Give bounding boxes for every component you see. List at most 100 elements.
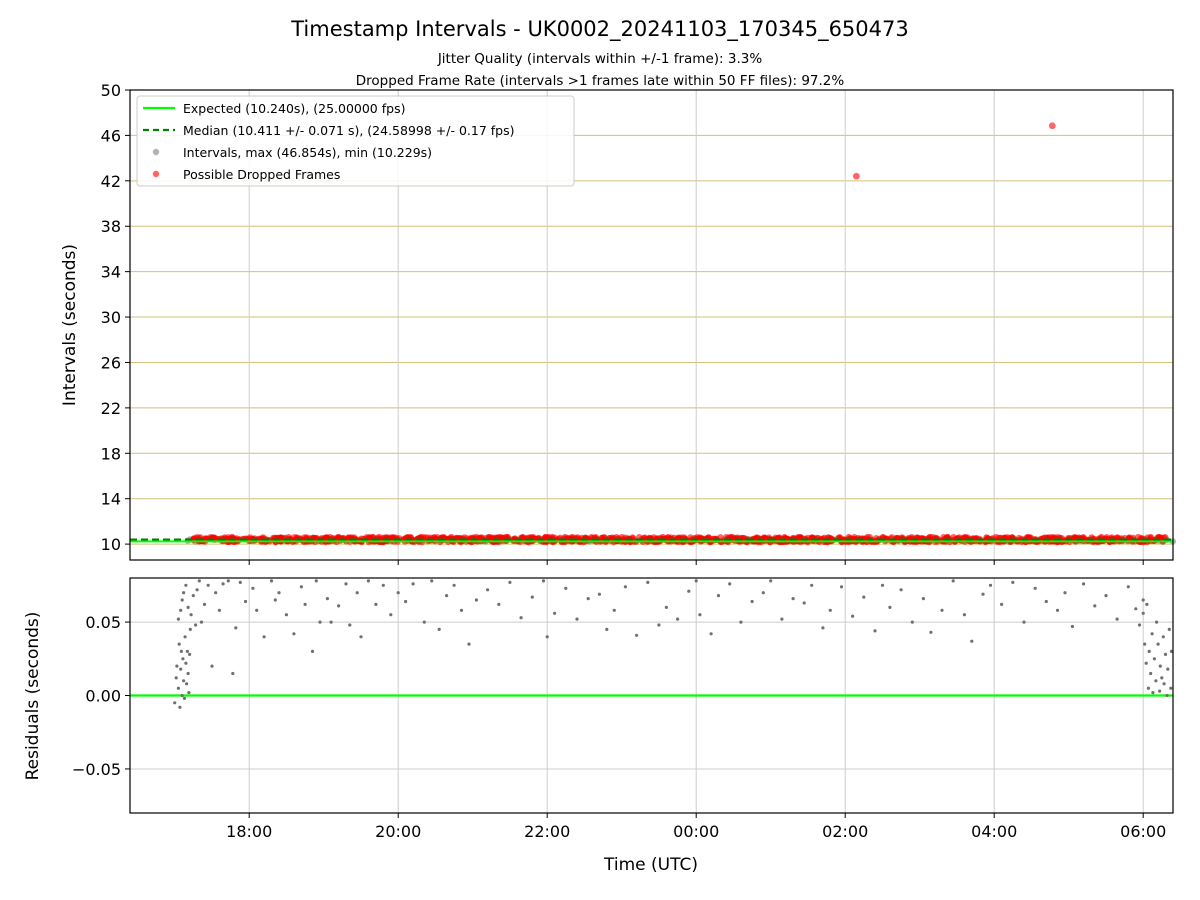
chart-subtitle-dropped: Dropped Frame Rate (intervals >1 frames …: [356, 73, 845, 89]
intervals-plot: 10 14 18 22 26 30 34 38 42 46 50 Intervals (second…: [60, 81, 1177, 565]
residual-point: [194, 623, 198, 627]
residual-point: [255, 608, 259, 612]
residual-point: [1150, 632, 1154, 636]
residual-point: [586, 597, 590, 601]
residual-point: [553, 611, 557, 615]
residual-point: [1160, 676, 1164, 680]
residual-point: [437, 627, 441, 632]
residual-point: [728, 582, 732, 586]
residual-point: [284, 613, 288, 617]
residual-point: [1141, 598, 1145, 602]
residual-point: [1169, 686, 1173, 690]
residual-point: [176, 617, 180, 621]
residual-point: [191, 594, 195, 598]
residual-point: [761, 591, 765, 595]
x-tick-label: 06:00: [1120, 822, 1166, 841]
residual-point: [1149, 671, 1153, 676]
residual-point: [769, 579, 773, 583]
residual-point: [1158, 664, 1162, 668]
residual-point: [175, 664, 179, 668]
intervals-y-ticks: 10 14 18 22 26 30 34 38 42 46 50: [101, 81, 130, 554]
residual-point: [910, 620, 914, 624]
residual-point: [177, 642, 181, 646]
intervals-x-ticks: [248, 560, 1144, 565]
chart-title: Timestamp Intervals - UK0002_20241103_17…: [290, 17, 909, 42]
residual-point: [1126, 585, 1130, 589]
residual-point: [709, 632, 713, 636]
residual-point: [1022, 620, 1026, 624]
residual-point: [1147, 649, 1151, 654]
residual-point: [1145, 602, 1149, 607]
legend-intervals-label: Intervals, max (46.854s), min (10.229s): [183, 145, 432, 160]
residual-point: [262, 635, 266, 639]
intervals-y-tick-label: 42: [101, 172, 121, 191]
residual-point: [474, 598, 478, 602]
residual-point: [344, 582, 348, 586]
residual-point: [452, 583, 456, 587]
residual-point: [181, 657, 185, 661]
residual-point: [597, 592, 602, 596]
residual-point: [277, 591, 281, 595]
residual-point: [1044, 599, 1048, 604]
residual-point: [1000, 602, 1004, 607]
intervals-y-tick-label: 22: [101, 399, 121, 418]
residual-point: [178, 705, 182, 709]
residual-point: [545, 635, 549, 639]
residual-point: [195, 588, 199, 592]
intervals-y-tick-label: 14: [101, 490, 121, 509]
intervals-y-tick-label: 38: [101, 217, 121, 236]
residual-point: [575, 617, 579, 621]
x-tick-label: 22:00: [524, 822, 570, 841]
residual-point: [1155, 620, 1159, 624]
residual-point: [1146, 686, 1150, 690]
intervals-y-tick-label: 50: [101, 81, 121, 100]
residual-point: [541, 579, 546, 583]
residual-point: [318, 620, 322, 624]
residual-point: [310, 649, 315, 654]
residual-point: [687, 589, 691, 593]
residual-point: [396, 591, 400, 595]
residual-point: [1011, 580, 1015, 585]
residuals-y-tick-label: −0.05: [72, 760, 121, 779]
residual-point: [1141, 611, 1145, 615]
residual-point: [694, 579, 698, 583]
residual-point: [174, 676, 178, 680]
intervals-plot-frame: [129, 89, 1174, 561]
legend-dropped-label: Possible Dropped Frames: [183, 167, 340, 182]
residual-point: [739, 620, 743, 624]
residual-point: [184, 583, 188, 587]
residual-point: [299, 585, 303, 589]
x-tick-label: 04:00: [971, 822, 1017, 841]
residual-point: [929, 630, 933, 634]
residual-point: [374, 602, 378, 607]
residual-point: [325, 597, 329, 601]
residual-point: [273, 598, 277, 602]
intervals-data: [130, 122, 1177, 546]
residual-point: [880, 583, 885, 587]
residual-point: [234, 626, 238, 630]
x-tick-label: 18:00: [226, 822, 272, 841]
residual-point: [226, 579, 230, 583]
residual-point: [664, 605, 669, 610]
residual-point: [828, 608, 832, 612]
residual-point: [802, 601, 806, 605]
residual-point: [445, 594, 449, 598]
dropped-frame-outlier: [1048, 122, 1056, 130]
residual-point: [750, 599, 754, 604]
residual-point: [612, 608, 616, 612]
residual-point: [214, 591, 218, 595]
residual-point: [348, 623, 352, 627]
residual-point: [1152, 657, 1156, 661]
residual-point: [981, 592, 985, 596]
residuals-y-axis-label: Residuals (seconds): [23, 612, 43, 781]
residual-point: [988, 583, 993, 587]
residual-point: [1169, 649, 1174, 654]
residual-point: [430, 579, 434, 583]
residual-point: [1033, 586, 1037, 590]
residuals-plot: 0.05 0.00 −0.05 18:00 20:00 22:00 00:00 02:00 0…: [23, 577, 1174, 875]
dropped-frame-outlier: [852, 172, 860, 180]
residual-point: [243, 599, 248, 604]
residual-point: [810, 583, 814, 587]
residual-point: [1082, 582, 1086, 586]
